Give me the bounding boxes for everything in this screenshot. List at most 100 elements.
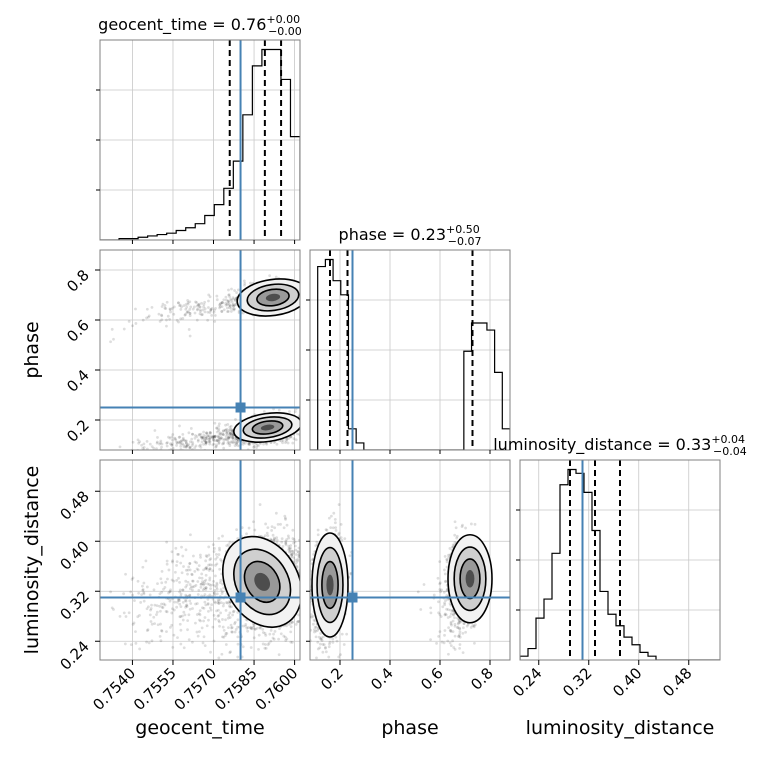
sample-point <box>181 317 185 320</box>
sample-point <box>213 600 217 604</box>
sample-point <box>258 503 262 506</box>
sample-point <box>149 455 152 458</box>
sample-point <box>462 622 466 625</box>
sample-point <box>225 303 229 307</box>
sample-point <box>153 603 157 607</box>
sample-point <box>261 627 265 631</box>
sample-point <box>217 601 221 605</box>
sample-point <box>172 579 176 583</box>
sample-point <box>213 547 216 550</box>
sample-point <box>221 590 224 594</box>
sample-point <box>215 583 219 587</box>
sample-point <box>229 307 233 310</box>
sample-point <box>445 589 449 593</box>
sample-point <box>196 303 200 307</box>
sample-point <box>197 303 201 307</box>
sample-point <box>419 608 423 611</box>
sample-point <box>149 620 153 623</box>
sample-point <box>236 288 240 292</box>
sample-point <box>241 442 245 446</box>
sample-point <box>220 652 224 656</box>
sample-point <box>228 601 232 605</box>
sample-point <box>221 534 224 538</box>
sample-point <box>130 577 134 581</box>
contour-level-4 <box>254 572 271 591</box>
sample-point <box>181 588 185 592</box>
sample-point <box>175 605 179 609</box>
sample-point <box>217 451 220 454</box>
sample-point <box>122 453 125 456</box>
sample-point <box>162 602 166 606</box>
sample-point <box>184 548 188 552</box>
sample-point <box>290 553 294 557</box>
sample-point <box>187 638 191 642</box>
sample-point <box>213 434 217 438</box>
sample-point <box>232 440 236 444</box>
sample-point <box>204 586 208 590</box>
sample-point <box>229 623 233 627</box>
sample-point <box>264 646 268 650</box>
sample-point <box>213 617 217 621</box>
sample-point <box>205 437 209 441</box>
sample-point <box>212 310 216 314</box>
sample-point <box>218 303 221 307</box>
sample-point <box>168 625 172 629</box>
sample-point <box>287 536 291 540</box>
sample-point <box>185 583 189 587</box>
sample-point <box>219 558 222 561</box>
sample-point <box>194 602 197 606</box>
sample-point <box>219 431 222 435</box>
sample-point <box>127 319 131 323</box>
sample-point <box>230 630 234 634</box>
sample-point <box>204 437 208 440</box>
sample-point <box>203 600 207 604</box>
sample-point <box>179 592 183 596</box>
sample-point <box>274 511 278 515</box>
sample-point <box>202 568 205 572</box>
sample-point <box>162 456 165 459</box>
sample-point <box>216 598 220 602</box>
sample-point <box>177 576 180 580</box>
sample-point <box>207 437 211 441</box>
sample-point <box>210 306 214 310</box>
sample-point <box>291 537 295 540</box>
sample-point <box>199 432 203 436</box>
sample-point <box>303 424 306 427</box>
sample-point <box>228 425 232 429</box>
sample-point <box>311 622 315 626</box>
sample-point <box>225 437 229 441</box>
sample-point <box>217 424 221 428</box>
panel-frame <box>99 459 301 661</box>
sample-point <box>195 561 199 565</box>
sample-point <box>202 619 205 623</box>
title-plus: +0.50 <box>446 223 480 236</box>
sample-point <box>221 582 224 586</box>
sample-point <box>186 299 190 302</box>
sample-point <box>132 455 135 458</box>
sample-point <box>133 599 136 603</box>
sample-point <box>213 574 217 578</box>
sample-point <box>304 593 307 596</box>
sample-point <box>187 443 191 446</box>
sample-point <box>179 561 183 565</box>
sample-point <box>304 421 307 424</box>
sample-point <box>199 555 202 559</box>
sample-point <box>232 305 235 308</box>
sample-point <box>218 548 221 552</box>
sample-point <box>165 455 168 458</box>
sample-point <box>206 453 209 456</box>
sample-point <box>228 605 232 609</box>
sample-point <box>226 435 230 439</box>
sample-point <box>245 532 248 536</box>
sample-point <box>224 437 227 441</box>
sample-point <box>160 305 164 308</box>
sample-point <box>232 308 236 312</box>
sample-point <box>236 610 240 614</box>
sample-point <box>261 642 265 646</box>
sample-point <box>201 435 204 439</box>
sample-point <box>438 581 442 585</box>
sample-point <box>203 587 206 591</box>
sample-point <box>127 611 131 615</box>
sample-point <box>193 446 197 450</box>
sample-point <box>155 447 158 450</box>
